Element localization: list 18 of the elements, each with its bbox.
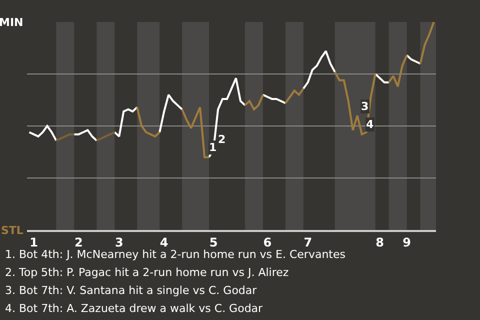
text: 3. Bot 7th: V. Santana hit a single vs C. Godar — [5, 284, 258, 297]
x-tick-label: 8 — [376, 235, 384, 250]
text: STL — [1, 224, 24, 237]
annotation: 4 — [366, 118, 374, 131]
x-tick-label: 7 — [304, 235, 312, 250]
x-tick-label: 1 — [30, 235, 38, 250]
annotation: 2 — [218, 133, 226, 146]
x-tick-label: 2 — [74, 235, 83, 250]
text: 1. Bot 4th: J. McNearney hit a 2-run home run vs E. Cervantes — [5, 248, 346, 261]
x-tick-label: 4 — [160, 235, 168, 250]
text: 2. Top 5th: P. Pagac hit a 2-run home run vs J. Alirez — [5, 266, 289, 279]
x-tick-label: 3 — [114, 235, 124, 250]
annotation: 3 — [361, 100, 369, 113]
x-tick-label: 6 — [263, 235, 272, 250]
text: 4. Bot 7th: A. Zazueta drew a walk vs C. Godar — [5, 302, 264, 315]
x-tick-label: 5 — [209, 235, 218, 250]
x-tick-label: 9 — [402, 235, 411, 250]
text: MIN — [0, 16, 24, 29]
